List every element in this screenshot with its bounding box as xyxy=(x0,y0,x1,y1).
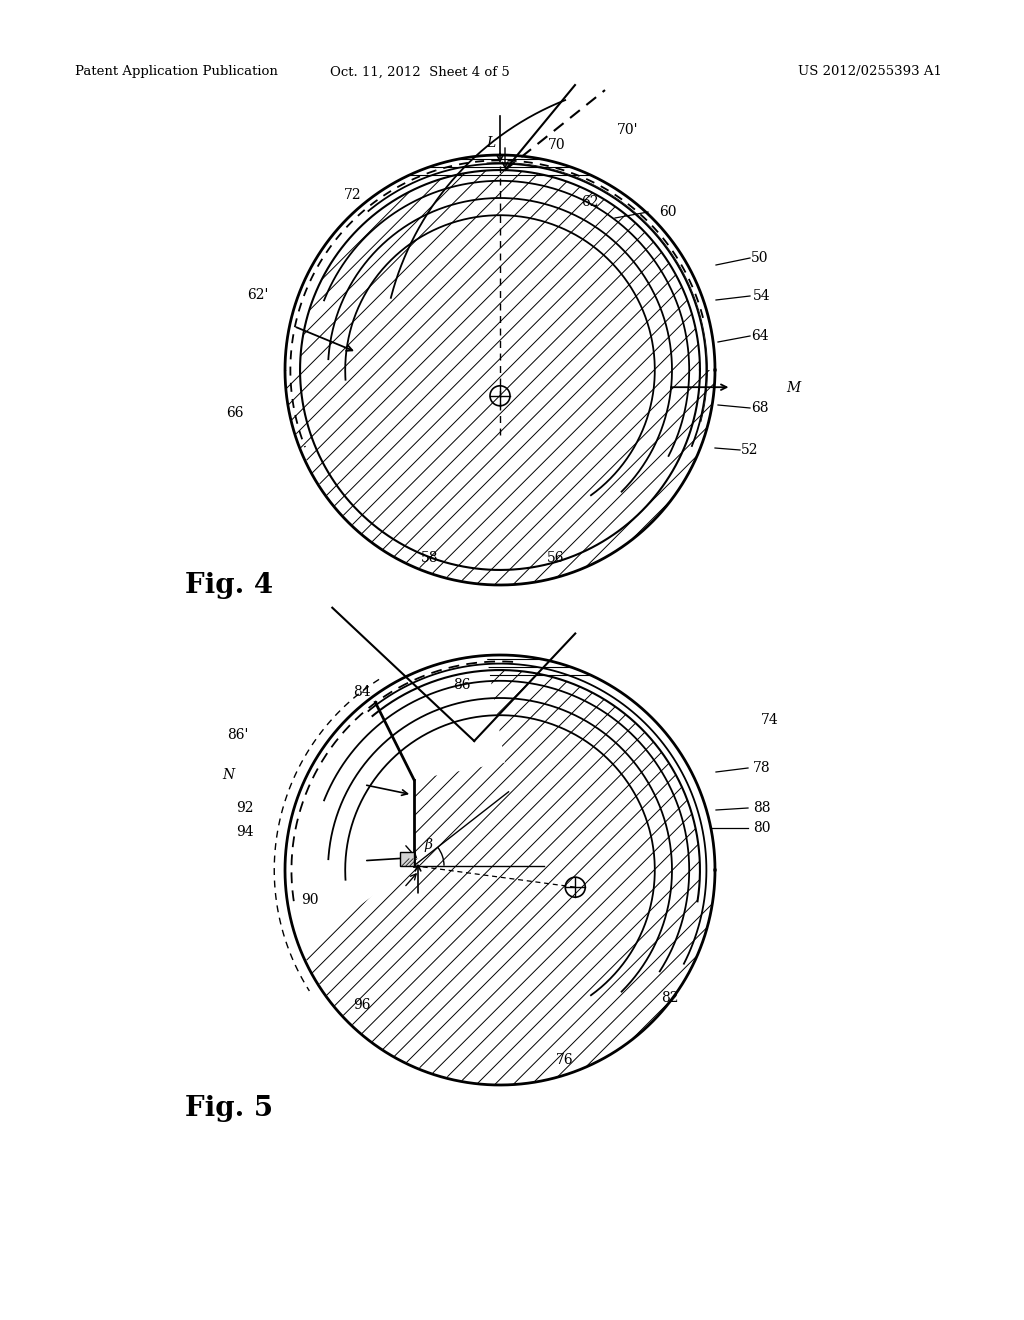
Polygon shape xyxy=(285,656,505,949)
Text: 78: 78 xyxy=(754,762,771,775)
Text: 62': 62' xyxy=(248,288,268,302)
Text: Fig. 4: Fig. 4 xyxy=(185,572,273,599)
Text: 90: 90 xyxy=(301,894,318,907)
Text: 62: 62 xyxy=(582,195,599,209)
Text: 92: 92 xyxy=(237,801,254,814)
Text: 72: 72 xyxy=(344,187,361,202)
Text: 86': 86' xyxy=(227,729,249,742)
Text: 84: 84 xyxy=(353,685,371,700)
Text: 80: 80 xyxy=(754,821,771,836)
Text: Patent Application Publication: Patent Application Publication xyxy=(75,66,278,78)
Circle shape xyxy=(286,656,715,1085)
Text: M: M xyxy=(785,381,800,395)
Text: L: L xyxy=(486,136,496,150)
Text: 68: 68 xyxy=(752,401,769,414)
Text: 64: 64 xyxy=(752,329,769,343)
Text: 50: 50 xyxy=(752,251,769,265)
Text: 70': 70' xyxy=(617,123,639,137)
Text: 74: 74 xyxy=(761,713,779,727)
Text: Oct. 11, 2012  Sheet 4 of 5: Oct. 11, 2012 Sheet 4 of 5 xyxy=(330,66,510,78)
Polygon shape xyxy=(400,851,414,866)
Text: 70: 70 xyxy=(548,139,566,152)
Text: N: N xyxy=(222,768,234,781)
Text: Fig. 5: Fig. 5 xyxy=(185,1096,273,1122)
Text: 54: 54 xyxy=(754,289,771,304)
Text: 88: 88 xyxy=(754,801,771,814)
Text: 58: 58 xyxy=(421,550,438,565)
Text: 94: 94 xyxy=(237,825,254,840)
Polygon shape xyxy=(362,655,715,904)
Text: 86: 86 xyxy=(454,678,471,692)
Text: 76: 76 xyxy=(556,1053,573,1067)
Text: 56: 56 xyxy=(547,550,565,565)
Text: 82: 82 xyxy=(662,991,679,1005)
Text: 52: 52 xyxy=(741,444,759,457)
Text: 60: 60 xyxy=(659,205,677,219)
Polygon shape xyxy=(285,154,715,370)
Text: US 2012/0255393 A1: US 2012/0255393 A1 xyxy=(798,66,942,78)
Text: 96: 96 xyxy=(353,998,371,1012)
Text: 66: 66 xyxy=(226,407,244,420)
Text: β: β xyxy=(424,838,432,851)
Circle shape xyxy=(286,156,715,585)
